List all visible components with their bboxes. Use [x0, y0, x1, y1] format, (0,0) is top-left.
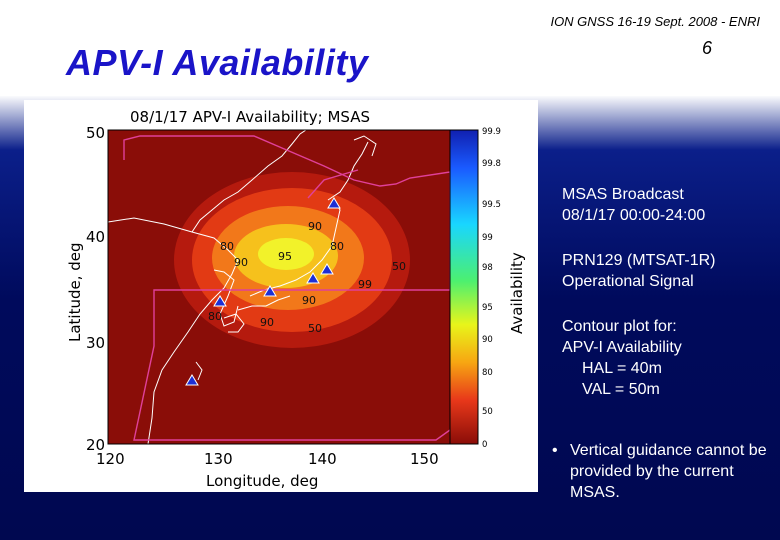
colorbar-label: Availability: [508, 252, 526, 334]
contour-quantity: APV-I Availability: [562, 339, 682, 356]
contour-label: 99: [358, 278, 372, 291]
contour-label: 50: [308, 322, 322, 335]
contour-heading: Contour plot for:: [562, 318, 677, 335]
colorbar-tick: 98: [482, 263, 493, 273]
availability-contour-99: [258, 238, 314, 270]
contour-label: 95: [278, 250, 292, 263]
station-marker: [306, 272, 320, 284]
availability-map: 08/1/17 APV-I Availability; MSAS: [66, 108, 526, 490]
colorbar-tick: 0: [482, 440, 487, 450]
hal-value: HAL = 40m: [582, 360, 662, 377]
station-marker: [263, 285, 277, 297]
contour-label: 80: [330, 240, 344, 253]
availability-figure: 08/1/17 APV-I Availability; MSAS: [24, 100, 538, 492]
x-axis-label: Longitude, deg: [206, 472, 318, 490]
y-tick-label: 30: [86, 334, 105, 352]
x-tick-label: 130: [204, 450, 233, 468]
coastline: [108, 130, 377, 444]
y-tick-label: 50: [86, 124, 105, 142]
contour-label: 90: [302, 294, 316, 307]
contour-label: 80: [220, 240, 234, 253]
bullet-item: • Vertical guidance cannot be provided b…: [552, 440, 767, 503]
station-marker: [185, 374, 199, 386]
prn-text: PRN129 (MTSAT-1R) Operational Signal: [562, 250, 716, 292]
colorbar-tick: 80: [482, 368, 493, 378]
station-marker: [327, 197, 341, 209]
msas-broadcast-date: 08/1/17 00:00-24:00: [562, 207, 706, 224]
colorbar-tick: 99.9: [482, 127, 501, 137]
slide-title: APV-I Availability: [66, 42, 369, 83]
colorbar-tick: 99.5: [482, 200, 501, 210]
y-tick-label: 20: [86, 436, 105, 454]
fir-boundary: [123, 135, 450, 441]
colorbar-tick: 95: [482, 303, 493, 313]
contour-label: 80: [208, 310, 222, 323]
y-tick-label: 40: [86, 228, 105, 246]
y-axis-label: Latitude, deg: [66, 242, 84, 342]
contour-label: 90: [260, 316, 274, 329]
msas-broadcast-line: MSAS Broadcast: [562, 186, 684, 203]
prn-signal: Operational Signal: [562, 273, 694, 290]
fir-boundary-north: [307, 169, 359, 199]
conference-label: ION GNSS 16-19 Sept. 2008 - ENRI: [550, 14, 760, 29]
station-marker: [213, 295, 227, 307]
contour-label: 90: [308, 220, 322, 233]
colorbar-tick: 50: [482, 407, 493, 417]
contour-label: 90: [234, 256, 248, 269]
contour-label: 50: [392, 260, 406, 273]
colorbar: [449, 129, 479, 445]
bullet-icon: •: [552, 442, 558, 459]
contour-description: Contour plot for: APV-I Availability HAL…: [562, 316, 682, 400]
x-tick-label: 120: [96, 450, 125, 468]
x-tick-label: 150: [410, 450, 439, 468]
colorbar-tick: 90: [482, 335, 493, 345]
bullet-text: Vertical guidance cannot be provided by …: [570, 442, 767, 501]
x-tick-label: 140: [308, 450, 337, 468]
msas-broadcast-text: MSAS Broadcast 08/1/17 00:00-24:00: [562, 184, 705, 226]
val-value: VAL = 50m: [582, 381, 660, 398]
colorbar-tick: 99: [482, 233, 493, 243]
plot-title: 08/1/17 APV-I Availability; MSAS: [130, 108, 370, 126]
colorbar-tick: 99.8: [482, 159, 501, 169]
station-marker: [320, 263, 334, 275]
prn-line: PRN129 (MTSAT-1R): [562, 252, 716, 269]
slide-header: [0, 0, 780, 96]
page-number: 6: [701, 38, 712, 58]
